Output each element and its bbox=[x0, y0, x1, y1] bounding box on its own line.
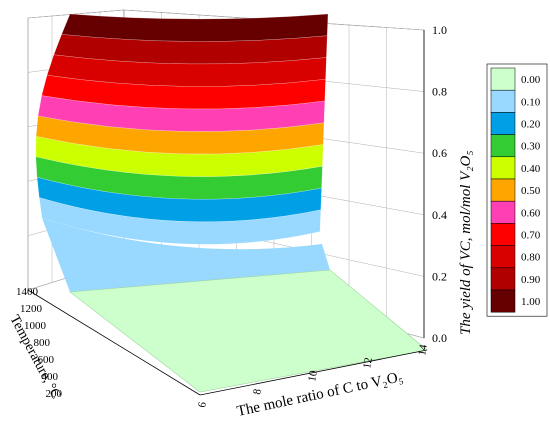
legend-swatch bbox=[490, 89, 516, 113]
x-tick-label: 6 bbox=[196, 401, 209, 409]
legend-frame bbox=[486, 63, 548, 317]
legend-label: 0.40 bbox=[521, 163, 541, 175]
legend-swatch bbox=[490, 112, 516, 135]
legend-label: 0.80 bbox=[521, 252, 541, 264]
y-tick-label: 1200 bbox=[20, 303, 43, 315]
y-tick-label: 800 bbox=[34, 337, 51, 349]
z-tick-label: 0.6 bbox=[432, 146, 447, 160]
y-tick-label: 1400 bbox=[16, 286, 39, 298]
surface bbox=[35, 13, 330, 292]
y-ticks: 200 400 600 800 1000 1200 1400 bbox=[16, 286, 63, 400]
axis-lines bbox=[27, 30, 428, 396]
legend-label: 0.60 bbox=[521, 207, 541, 219]
y-tick-label: 600 bbox=[38, 354, 55, 366]
legend-label: 0.90 bbox=[521, 274, 541, 286]
x-ticks: 6 8 10 12 14 bbox=[196, 343, 430, 408]
z-axis-label: The yield of VC, mol/mol V₂O₅ bbox=[458, 150, 474, 335]
y-tick-label: 1000 bbox=[24, 320, 47, 332]
legend-label: 0.50 bbox=[521, 185, 541, 197]
z-tick-label: 0.0 bbox=[432, 331, 447, 345]
legend-label: 1.00 bbox=[521, 296, 541, 308]
z-tick-label: 0.4 bbox=[432, 208, 447, 222]
legend-swatch bbox=[490, 245, 516, 269]
x-tick-label: 12 bbox=[361, 357, 375, 370]
legend-label: 0.70 bbox=[521, 230, 541, 242]
legend-swatch bbox=[490, 200, 516, 224]
legend-swatch bbox=[490, 289, 516, 313]
legend-swatch bbox=[490, 178, 516, 202]
y-tick-label: 400 bbox=[42, 371, 59, 383]
z-tick-label: 0.8 bbox=[432, 85, 447, 99]
x-tick-label: 14 bbox=[416, 343, 430, 356]
legend-label: 0.00 bbox=[521, 74, 541, 86]
y-tick-label: 200 bbox=[46, 388, 63, 400]
z-ticks: 0.0 0.2 0.4 0.6 0.8 1.0 bbox=[432, 23, 447, 345]
legend-swatch bbox=[490, 134, 516, 158]
legend-label: 0.20 bbox=[521, 119, 541, 131]
surface-band bbox=[38, 197, 322, 245]
legend: 0.00 0.10 0.20 0.30 0.40 0.50 0.60 0.70 0.80 0.90… bbox=[486, 63, 548, 317]
legend-label: 0.10 bbox=[521, 96, 541, 108]
legend-swatch bbox=[490, 267, 516, 291]
legend-swatch bbox=[490, 223, 516, 246]
x-tick-label: 10 bbox=[306, 369, 320, 382]
z-tick-label: 0.2 bbox=[432, 269, 447, 283]
surface-band bbox=[42, 218, 330, 292]
legend-swatch bbox=[490, 156, 516, 180]
x-tick-label: 8 bbox=[251, 388, 264, 396]
legend-label: 0.30 bbox=[521, 141, 541, 153]
legend-swatch bbox=[490, 67, 516, 91]
z-tick-label: 1.0 bbox=[432, 23, 447, 37]
